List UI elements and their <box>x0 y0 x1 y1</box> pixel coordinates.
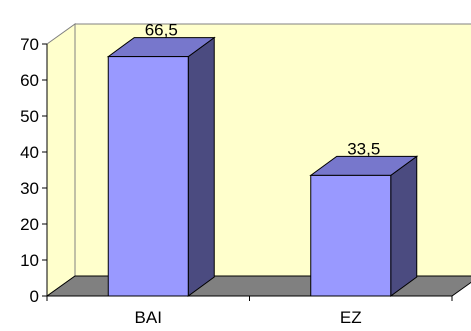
bar <box>106 36 216 297</box>
y-tick-label: 50 <box>20 107 39 126</box>
bar-side <box>390 155 418 297</box>
data-labels: 66,5 33,5 <box>145 21 381 159</box>
y-tick-label: 20 <box>20 215 39 234</box>
y-tick-label: 40 <box>20 143 39 162</box>
bars <box>106 36 419 297</box>
x-tick-label: EZ <box>340 308 362 327</box>
data-label: 66,5 <box>145 21 178 40</box>
bar-front <box>107 56 189 297</box>
y-tick-label: 30 <box>20 179 39 198</box>
y-tick-label: 10 <box>20 251 39 270</box>
y-axis: 0 10 20 30 40 50 60 70 <box>20 35 48 306</box>
data-label: 33,5 <box>347 139 380 158</box>
bar-side <box>187 36 215 297</box>
bar-front <box>310 174 392 297</box>
x-tick-label: BAI <box>135 308 162 327</box>
bar <box>309 155 419 297</box>
y-tick-label: 0 <box>30 287 39 306</box>
side-wall <box>46 23 76 297</box>
y-tick-label: 70 <box>20 35 39 54</box>
y-tick-label: 60 <box>20 71 39 90</box>
x-axis: BAI EZ <box>46 295 453 327</box>
